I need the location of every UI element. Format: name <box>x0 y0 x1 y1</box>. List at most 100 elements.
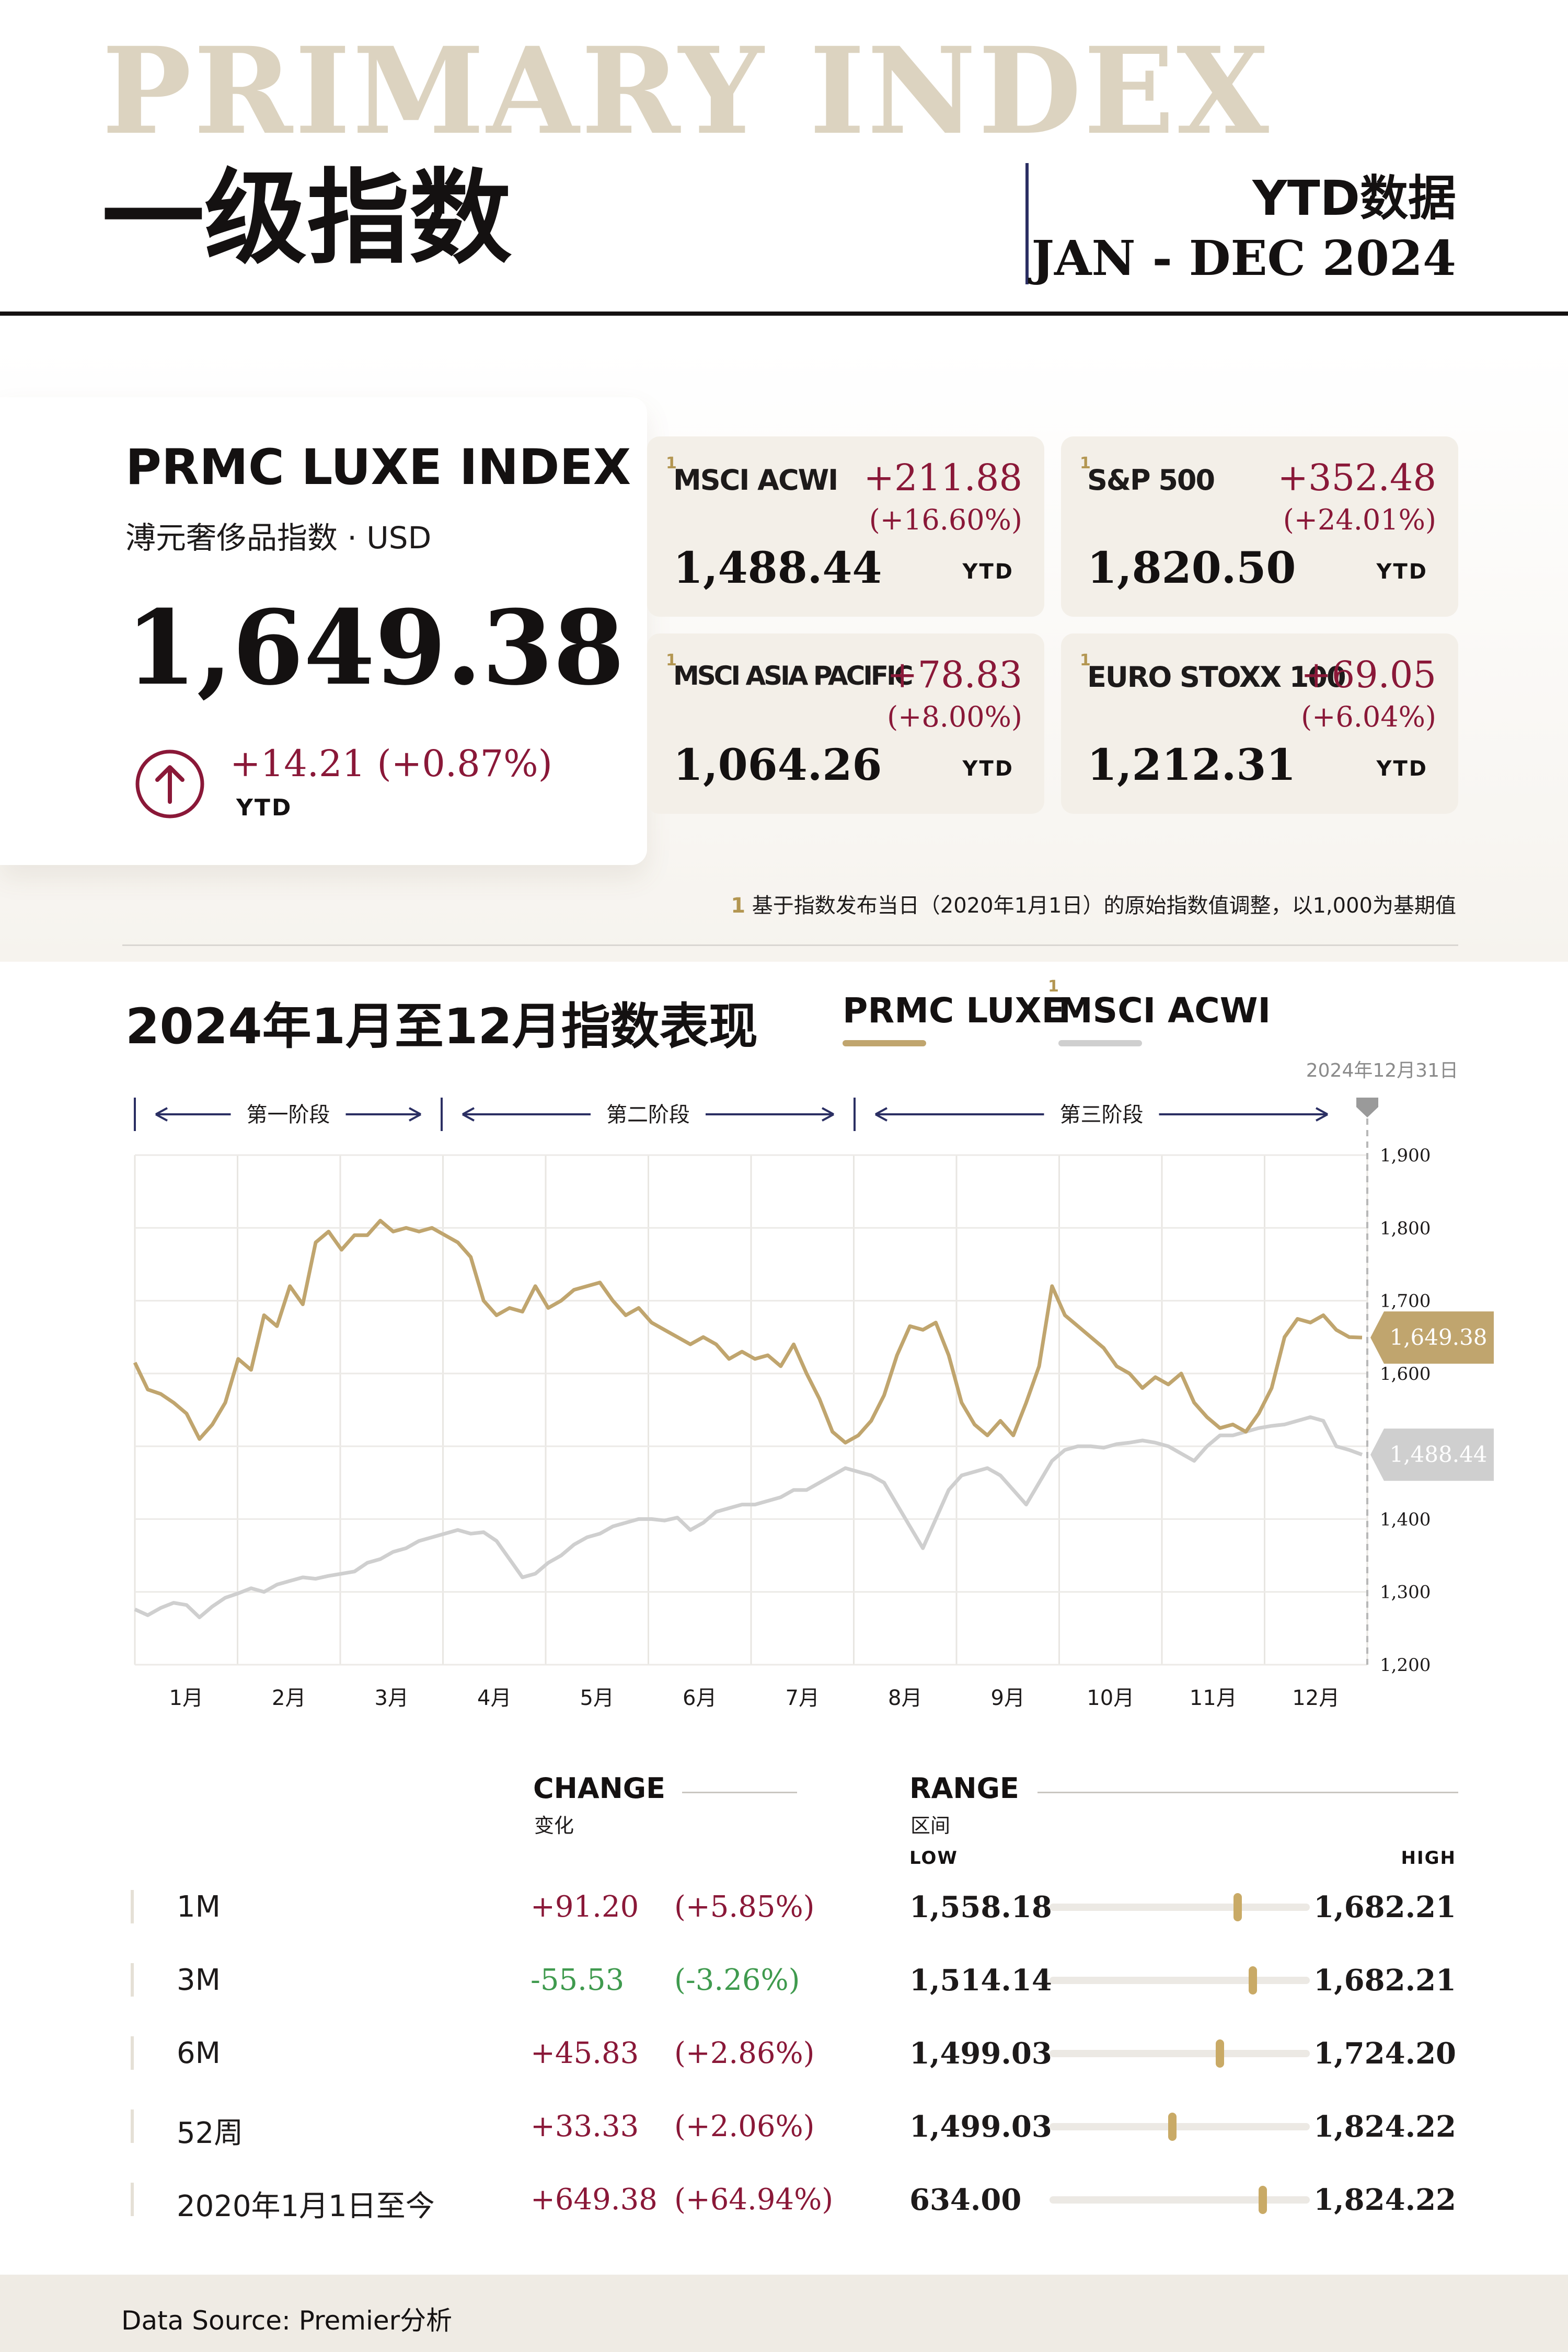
period-label: YTD数据 <box>1252 170 1456 226</box>
low-label: LOW <box>909 1848 958 1869</box>
y-tick-label: 1,600 <box>1380 1364 1431 1385</box>
peer-change-pct: (+24.01%) <box>1283 503 1436 536</box>
peer-tag: YTD <box>1376 757 1428 781</box>
table-row: 52周 +33.33 (+2.06%) 1,499.03 1,824.22 <box>0 2095 1568 2158</box>
arrow-up-circle-icon <box>133 747 206 821</box>
legend-footnote-mark: 1 <box>1048 977 1059 996</box>
hero-card: PRMC LUXE INDEX 溥元奢侈品指数 · USD 1,649.38 +… <box>0 397 647 865</box>
hero-change-line: +14.21 (+0.87%) <box>230 742 552 785</box>
legend-swatch-gold <box>843 1040 926 1046</box>
peer-tag: YTD <box>1376 560 1428 584</box>
legend-item-prmc-luxe: PRMC LUXE <box>843 990 1065 1046</box>
row-change-pct: (+64.94%) <box>674 2183 834 2217</box>
x-tick-label: 5月 <box>580 1686 614 1710</box>
x-tick-label: 8月 <box>888 1686 922 1710</box>
hero-index-subtitle: 溥元奢侈品指数 · USD <box>125 520 432 556</box>
row-change: +45.83 <box>531 2036 639 2070</box>
peer-value: 1,212.31 <box>1087 740 1296 790</box>
header-rule <box>0 312 1568 316</box>
peer-change-pct: (+8.00%) <box>887 700 1022 733</box>
row-low: 634.00 <box>909 2183 1022 2217</box>
range-marker <box>1233 1893 1242 1921</box>
row-low: 1,558.18 <box>909 1890 1052 1924</box>
peer-change: +69.05 <box>1300 653 1436 696</box>
range-marker <box>1168 2113 1177 2141</box>
period-range: JAN - DEC 2024 <box>1031 230 1456 286</box>
legend-label: PRMC LUXE <box>843 990 1065 1031</box>
x-tick-label: 7月 <box>786 1686 820 1710</box>
hero-index-value: 1,649.38 <box>125 588 625 708</box>
row-marker <box>131 1963 134 1997</box>
row-high: 1,682.21 <box>1313 1890 1456 1924</box>
x-tick-label: 12月 <box>1292 1686 1340 1710</box>
row-period: 3M <box>177 1963 221 1997</box>
footnote: 1 基于指数发布当日（2020年1月1日）的原始指数值调整，以1,000为基期值 <box>731 889 1456 919</box>
footnote-text: 基于指数发布当日（2020年1月1日）的原始指数值调整，以1,000为基期值 <box>752 894 1456 918</box>
phase-arrow-left <box>155 1107 231 1122</box>
change-header-cn: 变化 <box>534 1814 574 1837</box>
peer-change-pct: (+6.04%) <box>1301 700 1436 733</box>
phase-arrow-right <box>706 1107 834 1122</box>
row-period: 6M <box>177 2036 221 2070</box>
footer-bar: Data Source: Premier分析 <box>0 2275 1568 2352</box>
peer-change: +78.83 <box>886 653 1022 696</box>
peer-value: 1,064.26 <box>673 740 882 790</box>
range-marker <box>1248 1966 1257 1994</box>
x-tick-label: 10月 <box>1087 1686 1134 1710</box>
peer-card-msci-acwi: 1 MSCI ACWI +211.88 (+16.60%) 1,488.44 Y… <box>647 436 1044 617</box>
end-value-tag-prmc-luxe <box>1370 1311 1494 1364</box>
section-divider <box>122 944 1458 946</box>
peer-card-msci-asia-pacific: 1 MSCI ASIA PACIFIC +78.83 (+8.00%) 1,06… <box>647 633 1044 814</box>
y-tick-label: 1,300 <box>1380 1582 1431 1603</box>
high-label: HIGH <box>1401 1848 1456 1869</box>
x-tick-label: 2月 <box>272 1686 306 1710</box>
index-performance-chart: 1,2001,3001,4001,5001,6001,7001,8001,900… <box>133 1060 1494 1710</box>
range-header-cn: 区间 <box>910 1814 951 1837</box>
phase-label: 第一阶段 <box>247 1103 330 1127</box>
row-change: -55.53 <box>531 1963 625 1997</box>
legend-label: MSCI ACWI <box>1058 990 1271 1031</box>
range-track <box>1050 1966 1310 1994</box>
x-tick-label: 11月 <box>1190 1686 1237 1710</box>
peer-change: +352.48 <box>1277 456 1436 499</box>
date-marker-pin <box>1356 1098 1378 1117</box>
row-change: +649.38 <box>531 2183 658 2217</box>
row-high: 1,682.21 <box>1313 1963 1456 1998</box>
peer-footnote-mark: 1 <box>1080 651 1091 670</box>
peer-value: 1,820.50 <box>1087 543 1296 593</box>
series-line-msci-acwi <box>134 1415 1363 1619</box>
header-watermark: PRIMARY INDEX <box>102 21 1271 161</box>
hero-change: +14.21 <box>230 742 366 785</box>
row-marker <box>131 2109 134 2143</box>
y-tick-label: 1,700 <box>1380 1291 1431 1312</box>
row-high: 1,824.22 <box>1313 2109 1456 2144</box>
date-marker-label: 2024年12月31日 <box>1306 1060 1458 1081</box>
phase-label: 第三阶段 <box>1060 1103 1144 1127</box>
table-row: 6M +45.83 (+2.86%) 1,499.03 1,724.20 <box>0 2022 1568 2084</box>
row-marker <box>131 1890 134 1923</box>
peer-tag: YTD <box>962 757 1014 781</box>
peer-name: S&P 500 <box>1087 464 1215 497</box>
peer-name: MSCI ASIA PACIFIC <box>673 661 913 691</box>
table-row: 1M +91.20 (+5.85%) 1,558.18 1,682.21 <box>0 1875 1568 1938</box>
peer-tag: YTD <box>962 560 1014 584</box>
legend-item-msci-acwi: MSCI ACWI <box>1058 990 1271 1046</box>
row-marker <box>131 2183 134 2216</box>
table-row: 3M -55.53 (-3.26%) 1,514.14 1,682.21 <box>0 1949 1568 2011</box>
row-period: 52周 <box>177 2116 244 2150</box>
row-change-pct: (-3.26%) <box>674 1963 800 1997</box>
x-tick-label: 3月 <box>375 1686 409 1710</box>
end-value-label-prmc-luxe: 1,649.38 <box>1389 1324 1487 1350</box>
range-marker <box>1259 2186 1267 2214</box>
range-header: RANGE <box>909 1772 1019 1805</box>
range-marker <box>1216 2039 1225 2068</box>
row-change-pct: (+5.85%) <box>674 1890 815 1924</box>
row-high: 1,824.22 <box>1313 2183 1456 2217</box>
data-source: Data Source: Premier分析 <box>121 2305 453 2336</box>
peer-name: EURO STOXX 100 <box>1087 661 1346 694</box>
range-track <box>1050 2186 1310 2214</box>
hero-index-name: PRMC LUXE INDEX <box>125 439 631 496</box>
row-change: +33.33 <box>531 2109 639 2143</box>
peer-card-euro-stoxx-100: 1 EURO STOXX 100 +69.05 (+6.04%) 1,212.3… <box>1061 633 1458 814</box>
range-track <box>1050 2113 1310 2141</box>
